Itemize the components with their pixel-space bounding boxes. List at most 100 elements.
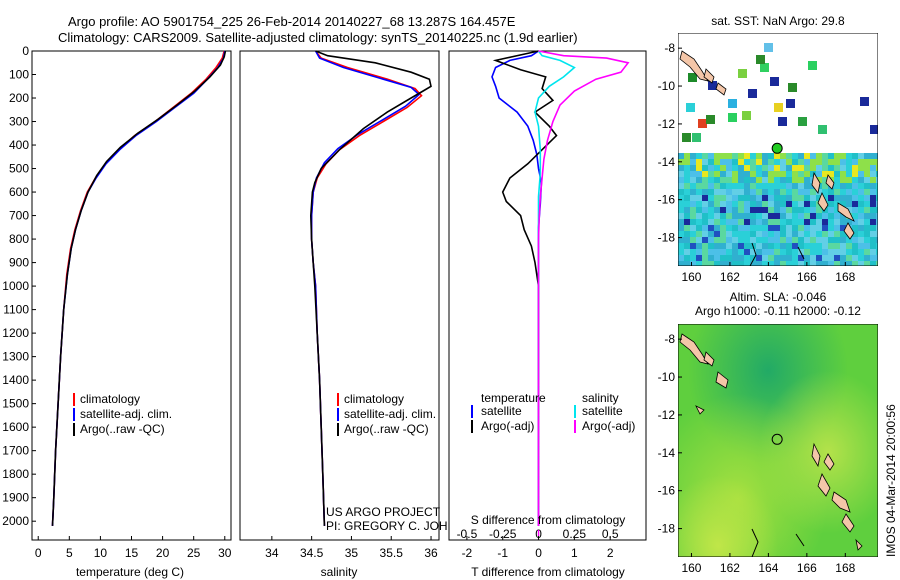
sst-cell: [726, 177, 732, 183]
sst-cell: [792, 177, 798, 183]
sst-cell: [708, 219, 714, 225]
x-tick-label: 5: [66, 546, 73, 560]
sst-cell: [780, 183, 786, 189]
sst-cell: [798, 225, 804, 231]
sst-cell: [840, 219, 846, 225]
sst-cell: [690, 201, 696, 207]
sst-cell: [756, 207, 762, 213]
sst-cell: [720, 153, 726, 159]
argo-float-location-marker: [771, 142, 783, 154]
sst-cell: [834, 249, 840, 255]
sst-cell: [792, 243, 798, 249]
sst-cell: [792, 159, 798, 165]
sst-cell: [756, 189, 762, 195]
sst-cell: [714, 237, 720, 243]
sst-cell: [750, 219, 756, 225]
sst-cell: [720, 219, 726, 225]
sst-cell: [738, 195, 744, 201]
sst-cell: [720, 243, 726, 249]
sst-cell: [690, 171, 696, 177]
sst-cell: [804, 243, 810, 249]
temperature-panel: 0 5 10 15 20 25 30 0 100 200 300 400 500 600 700 800 90…: [2, 44, 231, 579]
sst-cell: [762, 219, 768, 225]
sst-cell: [846, 165, 852, 171]
sst-cell: [744, 249, 750, 255]
sst-cell: [780, 207, 786, 213]
y-tick-label: 1600: [2, 420, 29, 434]
sst-cell: [702, 195, 708, 201]
sst-cell: [702, 237, 708, 243]
sst-cell: [720, 231, 726, 237]
sst-cell: [822, 183, 828, 189]
sst-cell: [864, 219, 870, 225]
sst-cell: [702, 165, 708, 171]
argo-float-location-marker: [771, 433, 783, 445]
sst-cell: [756, 249, 762, 255]
legend-satellite-label: satellite-adj. clim.: [344, 407, 436, 421]
sst-cell: [788, 83, 797, 92]
sst-cell: [768, 219, 774, 225]
sst-cell: [864, 159, 870, 165]
sst-cell: [702, 159, 708, 165]
legend-climatology-label: climatology: [344, 392, 404, 406]
sst-cell: [774, 183, 780, 189]
sst-cell: [846, 243, 852, 249]
legend-salinity-title: salinity: [582, 391, 619, 405]
sst-cell: [792, 201, 798, 207]
y-tick-label: 1100: [3, 303, 29, 317]
sst-cell: [744, 237, 750, 243]
y-tick-label: 1700: [2, 444, 29, 458]
sst-cell: [804, 171, 810, 177]
sst-cell: [744, 177, 750, 183]
sst-cell: [786, 165, 792, 171]
sst-cell: [816, 177, 822, 183]
sst-cell: [816, 243, 822, 249]
sst-cell: [726, 195, 732, 201]
sst-cell: [702, 213, 708, 219]
sst-cell: [822, 261, 828, 266]
x-tick-label: -1: [497, 546, 508, 560]
sst-cell: [798, 201, 804, 207]
sst-cell: [678, 225, 684, 231]
sst-cell: [864, 243, 870, 249]
sst-cell: [810, 261, 816, 266]
sst-cell: [756, 183, 762, 189]
sst-cell: [852, 219, 858, 225]
sst-cell: [678, 255, 684, 261]
sst-cell: [756, 195, 762, 201]
sst-cell: [828, 231, 834, 237]
sst-cell: [762, 165, 768, 171]
sst-cell: [846, 249, 852, 255]
sst-cell: [858, 159, 864, 165]
sst-cell: [678, 237, 684, 243]
sst-cell: [726, 243, 732, 249]
sst-cell: [834, 231, 840, 237]
sst-cell: [804, 183, 810, 189]
sst-cell: [732, 225, 738, 231]
sst-cell: [744, 195, 750, 201]
x-tick-label: 1: [571, 546, 578, 560]
sst-cell: [702, 219, 708, 225]
sst-cell: [696, 201, 702, 207]
sst-cell: [714, 153, 720, 159]
sst-cell: [744, 243, 750, 249]
sst-cell: [864, 225, 870, 231]
y-tick-label: 1200: [2, 326, 29, 340]
sst-cell: [804, 201, 810, 207]
lat-tick-label: -14: [658, 446, 676, 460]
sst-cell: [852, 171, 858, 177]
sst-cell: [760, 63, 769, 72]
sst-cell: [726, 189, 732, 195]
sst-cell: [834, 261, 840, 266]
sst-cell: [792, 183, 798, 189]
sst-cell: [744, 255, 750, 261]
sst-cell: [768, 177, 774, 183]
sst-cell: [798, 189, 804, 195]
sst-cell: [708, 159, 714, 165]
sst-cell: [816, 231, 822, 237]
sst-cell: [714, 177, 720, 183]
sst-cell: [786, 177, 792, 183]
sst-cell: [678, 171, 684, 177]
depth-y-ticks: 0 100 200 300 400 500 600 700 800 900 1000 1100 1200…: [2, 44, 36, 528]
sst-cell: [750, 171, 756, 177]
